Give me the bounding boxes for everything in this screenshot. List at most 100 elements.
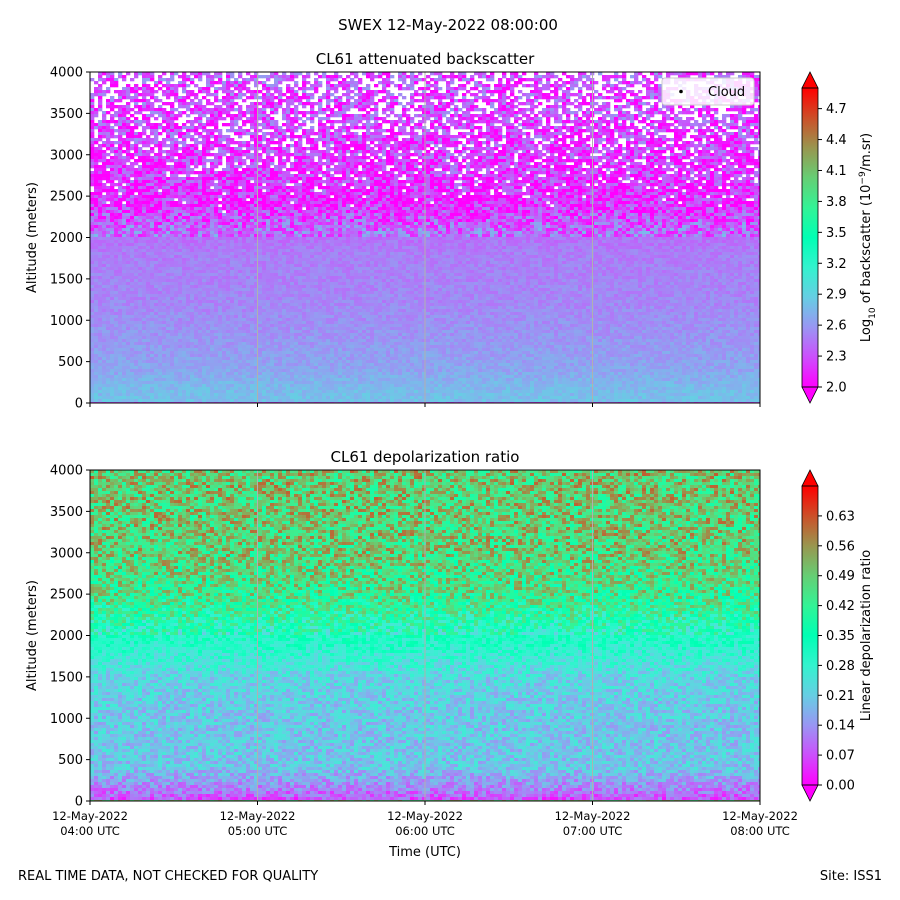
heatmap-cell	[350, 162, 355, 166]
heatmap-cell	[102, 183, 107, 187]
heatmap-cell	[210, 75, 215, 79]
heatmap-cell	[346, 150, 351, 154]
heatmap-cell	[354, 123, 359, 127]
heatmap-cell	[546, 129, 551, 133]
heatmap-cell	[174, 153, 179, 157]
heatmap-cell	[154, 135, 159, 139]
heatmap-cell	[146, 150, 151, 154]
heatmap-cell	[302, 189, 307, 193]
heatmap-cell	[506, 141, 511, 145]
heatmap-cell	[146, 189, 151, 193]
heatmap-cell	[470, 120, 475, 124]
heatmap-cell	[546, 72, 551, 76]
heatmap-cell	[750, 171, 755, 175]
heatmap-cell	[222, 90, 227, 94]
heatmap-cell	[318, 135, 323, 139]
heatmap-cell	[578, 126, 583, 130]
heatmap-cell	[618, 186, 623, 190]
heatmap-cell	[374, 135, 379, 139]
heatmap-cell	[130, 174, 135, 178]
heatmap-cell	[134, 117, 139, 121]
heatmap-cell	[538, 81, 543, 85]
heatmap-cell	[382, 138, 387, 142]
heatmap-cell	[286, 156, 291, 160]
heatmap-cell	[214, 183, 219, 187]
heatmap-cell	[490, 159, 495, 163]
heatmap-cell	[206, 93, 211, 97]
heatmap-cell	[350, 120, 355, 124]
heatmap-cell	[434, 81, 439, 85]
heatmap-cell	[126, 132, 131, 136]
heatmap-cell	[722, 117, 727, 121]
heatmap-cell	[242, 120, 247, 124]
heatmap-cell	[254, 141, 259, 145]
heatmap-cell	[134, 72, 139, 76]
heatmap-cell	[446, 132, 451, 136]
heatmap-cell	[622, 93, 627, 97]
heatmap-cell	[286, 117, 291, 121]
heatmap-cell	[602, 177, 607, 181]
heatmap-cell	[266, 138, 271, 142]
heatmap-cell	[378, 168, 383, 172]
heatmap-cell	[558, 126, 563, 130]
heatmap-cell	[118, 96, 123, 100]
heatmap-cell	[302, 114, 307, 118]
heatmap-cell	[446, 186, 451, 190]
heatmap-cell	[366, 144, 371, 148]
heatmap-cell	[318, 129, 323, 133]
heatmap-cell	[738, 138, 743, 142]
heatmap-cell	[534, 126, 539, 130]
heatmap-cell	[126, 87, 131, 91]
heatmap-cell	[190, 156, 195, 160]
heatmap-cell	[194, 84, 199, 88]
heatmap-cell	[310, 174, 315, 178]
heatmap-cell	[486, 171, 491, 175]
heatmap-cell	[634, 186, 639, 190]
heatmap-cell	[262, 159, 267, 163]
heatmap-cell	[342, 165, 347, 169]
heatmap-cell	[702, 153, 707, 157]
heatmap-cell	[634, 153, 639, 157]
heatmap-cell	[278, 141, 283, 145]
heatmap-cell	[386, 156, 391, 160]
heatmap-cell	[306, 138, 311, 142]
heatmap-cell	[538, 111, 543, 115]
heatmap-cell	[518, 156, 523, 160]
heatmap-cell	[546, 162, 551, 166]
heatmap-cell	[418, 147, 423, 151]
heatmap-cell	[290, 78, 295, 82]
heatmap-cell	[274, 132, 279, 136]
heatmap-cell	[118, 174, 123, 178]
heatmap-cell	[146, 183, 151, 187]
heatmap-cell	[502, 90, 507, 94]
heatmap-cell	[706, 72, 711, 76]
heatmap-cell	[190, 186, 195, 190]
heatmap-cell	[126, 135, 131, 139]
heatmap-cell	[722, 120, 727, 124]
heatmap-cell	[506, 174, 511, 178]
heatmap-cell	[210, 174, 215, 178]
heatmap-cell	[210, 129, 215, 133]
heatmap-cell	[266, 159, 271, 163]
heatmap-cell	[114, 156, 119, 160]
heatmap-cell	[746, 180, 751, 184]
heatmap-cell	[574, 114, 579, 118]
heatmap-cell	[90, 150, 95, 154]
heatmap-cell	[150, 129, 155, 133]
heatmap-cell	[646, 183, 651, 187]
heatmap-cell	[534, 120, 539, 124]
heatmap-cell	[410, 84, 415, 88]
heatmap-cell	[114, 183, 119, 187]
heatmap-cell	[214, 123, 219, 127]
heatmap-cell	[586, 129, 591, 133]
heatmap-cell	[470, 132, 475, 136]
heatmap-cell	[318, 153, 323, 157]
heatmap-cell	[366, 165, 371, 169]
heatmap-cell	[170, 117, 175, 121]
heatmap-cell	[234, 174, 239, 178]
heatmap-cell	[754, 183, 759, 187]
heatmap-cell	[182, 132, 187, 136]
heatmap-cell	[414, 186, 419, 190]
heatmap-cell	[106, 72, 111, 76]
heatmap-cell	[478, 168, 483, 172]
